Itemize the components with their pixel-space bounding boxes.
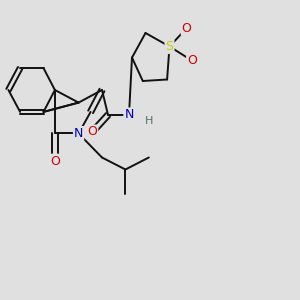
Text: N: N [74, 127, 83, 140]
Text: O: O [88, 125, 97, 139]
Text: N: N [124, 108, 134, 122]
Text: O: O [182, 22, 191, 35]
Text: O: O [187, 54, 197, 67]
Text: H: H [145, 116, 153, 126]
Text: O: O [50, 154, 60, 168]
Text: S: S [166, 40, 173, 53]
